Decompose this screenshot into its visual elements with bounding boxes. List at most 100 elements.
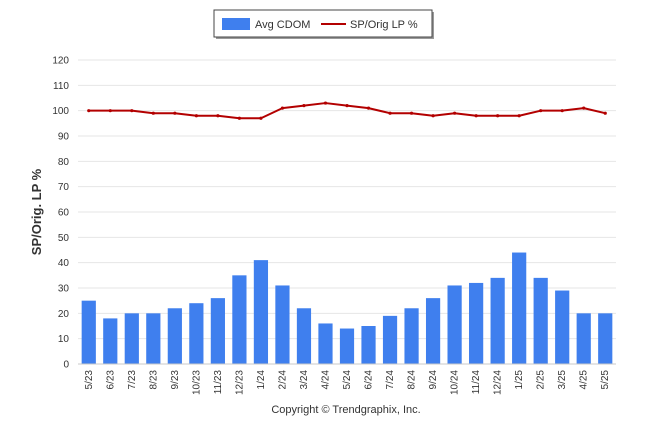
y-tick-label: 80 — [58, 157, 70, 168]
y-axis-label: SP/Orig. LP % — [29, 168, 44, 255]
x-tick-label: 6/24 — [364, 370, 375, 390]
x-tick-label: 6/23 — [105, 370, 116, 390]
y-tick-label: 120 — [52, 56, 69, 67]
point-sp-orig-lp — [194, 114, 198, 118]
point-sp-orig-lp — [409, 111, 414, 115]
bar-avg-cdom — [81, 300, 96, 364]
x-tick-label: 8/24 — [407, 370, 418, 390]
bar-avg-cdom — [103, 318, 118, 364]
bar-avg-cdom — [469, 282, 484, 364]
bar-avg-cdom — [232, 275, 247, 364]
bar-avg-cdom — [210, 298, 225, 364]
point-sp-orig-lp — [345, 104, 349, 108]
y-tick-label: 20 — [58, 309, 70, 320]
x-tick-label: 10/23 — [191, 370, 202, 395]
x-tick-label: 11/23 — [213, 370, 224, 395]
y-tick-label: 70 — [58, 182, 70, 193]
x-tick-label: 9/23 — [170, 370, 181, 390]
point-sp-orig-lp — [453, 111, 457, 115]
point-sp-orig-lp — [496, 114, 500, 118]
bar-avg-cdom — [275, 285, 290, 364]
x-tick-label: 8/23 — [148, 370, 159, 390]
bar-avg-cdom — [576, 313, 591, 364]
point-sp-orig-lp — [431, 114, 435, 118]
x-tick-label: 2/25 — [536, 370, 547, 390]
point-sp-orig-lp — [388, 111, 392, 115]
bar-avg-cdom — [167, 308, 182, 364]
bar-avg-cdom — [490, 277, 505, 364]
y-tick-label: 50 — [58, 233, 70, 244]
x-tick-label: 7/24 — [385, 370, 396, 390]
y-tick-label: 110 — [53, 81, 69, 92]
bar-avg-cdom — [382, 315, 398, 364]
point-sp-orig-lp — [582, 106, 586, 110]
x-tick-label: 5/24 — [342, 370, 353, 390]
point-sp-orig-lp — [130, 109, 134, 113]
x-tick-label: 3/25 — [557, 370, 568, 390]
legend-label-avg-cdom: Avg CDOM — [255, 19, 310, 31]
point-sp-orig-lp — [603, 111, 607, 115]
x-tick-label: 7/23 — [127, 370, 138, 390]
point-sp-orig-lp — [474, 114, 478, 118]
bar-avg-cdom — [425, 298, 441, 364]
x-tick-label: 4/24 — [320, 370, 331, 390]
bar-avg-cdom — [318, 323, 333, 364]
point-sp-orig-lp — [302, 104, 306, 108]
bar-avg-cdom — [555, 290, 570, 364]
bar-avg-cdom — [533, 277, 548, 364]
bar-avg-cdom — [361, 326, 376, 364]
x-tick-label: 10/24 — [450, 370, 461, 395]
legend-label-sp-orig-lp: SP/Orig LP % — [350, 19, 418, 31]
y-tick-label: 0 — [63, 360, 69, 371]
bar-avg-cdom — [124, 313, 139, 364]
x-tick-label: 12/24 — [493, 370, 504, 395]
point-sp-orig-lp — [323, 101, 328, 105]
legend: Avg CDOM SP/Orig LP % — [213, 9, 434, 39]
bar-avg-cdom — [404, 308, 419, 364]
x-axis: 5/23 6/23 7/23 8/23 9/23 10/23 11/23 12/23 1/24 2… — [78, 363, 616, 395]
point-sp-orig-lp — [539, 109, 543, 113]
point-sp-orig-lp — [517, 114, 521, 118]
y-tick-label: 10 — [58, 334, 70, 345]
point-sp-orig-lp — [237, 116, 241, 120]
point-sp-orig-lp — [173, 111, 177, 115]
y-tick-label: 100 — [52, 106, 69, 117]
point-sp-orig-lp — [366, 106, 371, 110]
y-axis: 0 10 20 30 40 50 60 70 80 90 100 110 120 — [52, 56, 69, 371]
x-tick-label: 2/24 — [277, 370, 288, 390]
bars-avg-cdom — [81, 252, 613, 364]
bar-avg-cdom — [447, 285, 462, 364]
line-sp-orig-lp — [87, 101, 607, 120]
y-tick-label: 60 — [58, 208, 70, 219]
x-tick-label: 1/25 — [514, 370, 525, 390]
bar-avg-cdom — [339, 328, 355, 364]
y-tick-label: 40 — [58, 258, 70, 269]
bar-avg-cdom — [253, 260, 269, 364]
bar-avg-cdom — [296, 308, 312, 364]
x-tick-label: 12/23 — [234, 370, 245, 395]
point-sp-orig-lp — [216, 114, 220, 118]
point-sp-orig-lp — [87, 109, 91, 113]
y-tick-label: 30 — [58, 284, 70, 295]
x-tick-label: 1/24 — [256, 370, 267, 390]
bar-avg-cdom — [189, 303, 204, 364]
x-tick-label: 9/24 — [428, 370, 439, 390]
x-tick-label: 11/24 — [471, 370, 482, 395]
x-tick-label: 3/24 — [299, 370, 310, 390]
point-sp-orig-lp — [108, 109, 112, 113]
copyright-text: Copyright © Trendgraphix, Inc. — [271, 404, 420, 416]
legend-swatch-avg-cdom — [222, 18, 250, 30]
x-tick-label: 5/25 — [600, 370, 611, 390]
bar-avg-cdom — [146, 313, 161, 364]
y-tick-label: 90 — [58, 132, 70, 143]
point-sp-orig-lp — [259, 116, 263, 120]
bar-avg-cdom — [598, 313, 613, 364]
x-tick-label: 4/25 — [579, 370, 590, 390]
x-tick-label: 5/23 — [84, 370, 95, 390]
gridlines — [78, 59, 616, 365]
point-sp-orig-lp — [151, 111, 155, 115]
point-sp-orig-lp — [280, 106, 285, 110]
bar-avg-cdom — [512, 252, 527, 364]
point-sp-orig-lp — [560, 109, 564, 113]
